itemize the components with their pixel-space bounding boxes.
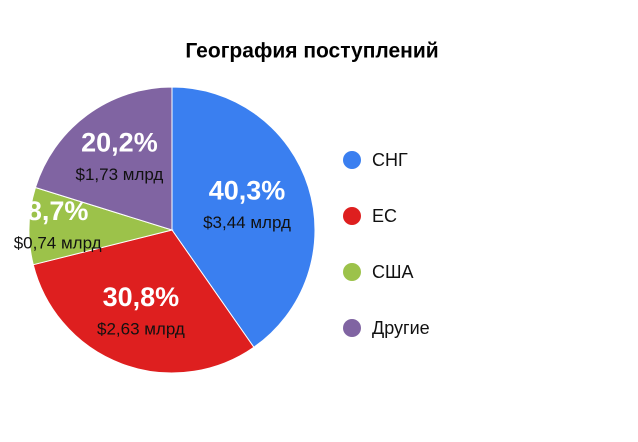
legend-label: Другие [372,318,430,338]
pie-slice [34,86,173,231]
pie-slice [171,86,316,348]
pie-slice [32,229,255,374]
legend-label: США [372,262,414,282]
amount-label: $1,73 млрд [76,165,164,184]
amount-label: $0,74 млрд [14,233,102,252]
legend-label: СНГ [372,150,408,170]
amount-label: $2,63 млрд [97,320,185,339]
legend-marker [343,319,361,337]
legend-marker [343,207,361,225]
amount-label: $3,44 млрд [203,213,291,232]
legend-marker [343,151,361,169]
value-label: 40,3% [209,176,286,206]
chart-title: География поступлений [185,40,438,63]
value-label: 20,2% [81,128,158,158]
legend-marker [343,263,361,281]
legend-label: ЕС [372,206,397,226]
value-label: 30,8% [103,282,180,312]
